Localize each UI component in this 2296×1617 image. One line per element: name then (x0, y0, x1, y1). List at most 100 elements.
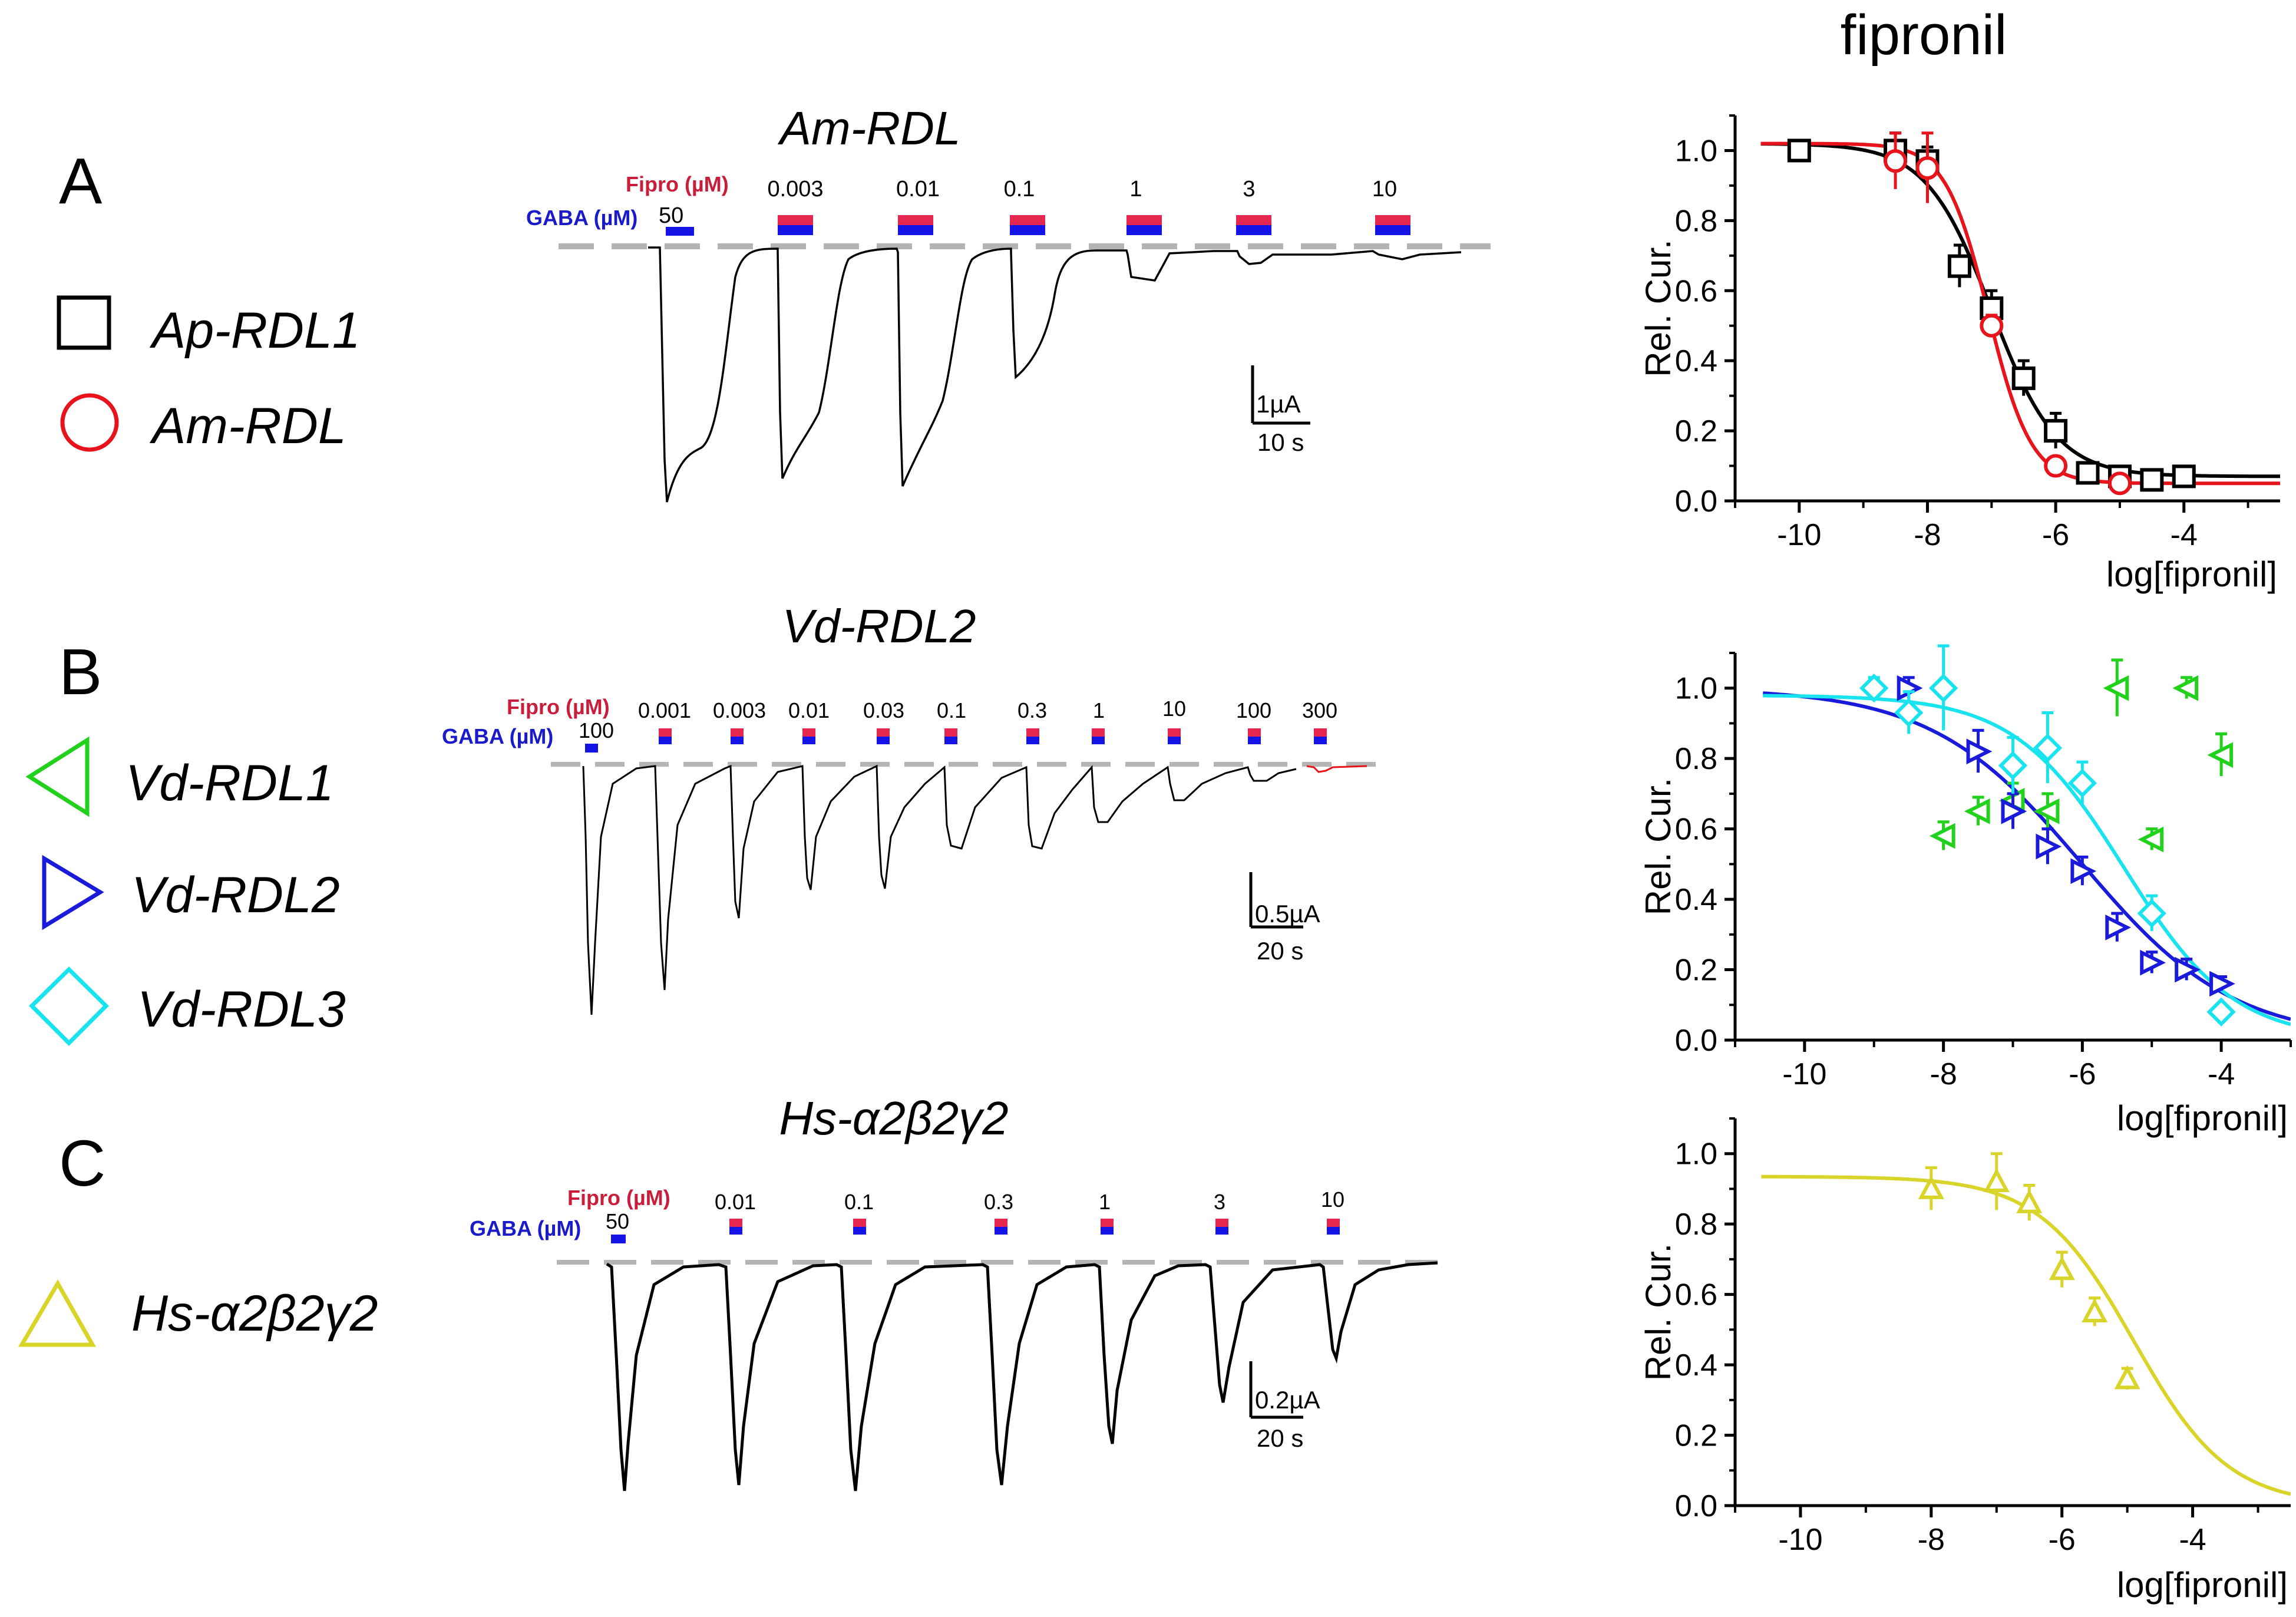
figure-title: fipronil (1841, 4, 2007, 67)
legend-label-vd-rdl2: Vd-RDL2 (131, 867, 340, 923)
data-point (1884, 149, 1908, 173)
dose-response-chart-c: 0.0 0.2 0.4 0.6 0.8 1.0 -10 -8 -6 -4 log[fipronil]… (1638, 1117, 2291, 1605)
conc-label-c-1: 0.1 (844, 1190, 874, 1214)
fipro-label-b: Fipro (µM) (507, 695, 610, 719)
conc-label-b-3: 0.03 (863, 698, 904, 722)
conc-label-a-4: 3 (1243, 177, 1255, 202)
y-tick-label: 0.4 (1675, 1348, 1717, 1382)
data-point (2044, 419, 2068, 443)
scale-bar-b: 0.5µA 20 s (1249, 872, 1320, 965)
data-point (2140, 949, 2166, 976)
data-point (1980, 314, 2004, 338)
data-point (2103, 675, 2129, 701)
y-tick-label: 0.2 (1675, 1419, 1717, 1453)
conc-label-c-2: 0.3 (984, 1190, 1013, 1214)
drug-bars-a (778, 215, 1410, 235)
x-tick-label: -8 (1918, 1523, 1945, 1557)
data-point (2082, 1298, 2108, 1322)
gaba-label-b: GABA (µM) (442, 724, 553, 748)
data-point (1947, 254, 1971, 278)
trace-panel-a: Fipro (µM) GABA (µM) 50 0.003 0.01 0.1 1… (526, 172, 1491, 503)
data-point (2036, 833, 2062, 860)
data-point (2001, 798, 2027, 824)
conc-label-b-8: 100 (1236, 698, 1271, 722)
trace-panel-c: Fipro (µM) GABA (µM) 50 0.01 0.1 0.3 1 3… (470, 1186, 1449, 1491)
scale-current-c: 0.2µA (1255, 1386, 1320, 1414)
conc-label-b-9: 300 (1302, 698, 1337, 722)
conc-label-c-5: 10 (1321, 1187, 1344, 1212)
legend: Ap-RDL1 Am-RDL Vd-RDL1 Vd-RDL2 Vd-RDL3 H… (18, 295, 378, 1347)
x-tick-label: -4 (2179, 1523, 2206, 1557)
y-tick-label: 0.8 (1675, 1207, 1717, 1242)
panel-letter-b: B (59, 636, 102, 708)
y-tick-label: 0.0 (1675, 1024, 1717, 1058)
x-tick-label: -8 (1914, 518, 1941, 552)
fipro-label-c: Fipro (µM) (567, 1186, 670, 1210)
y-tick-label: 0.8 (1675, 742, 1717, 776)
y-tick-label: 0.8 (1675, 204, 1717, 238)
x-tick-label: -4 (2208, 1057, 2235, 1091)
legend-label-vd-rdl3: Vd-RDL3 (137, 981, 346, 1038)
gaba-bar-c (611, 1235, 626, 1243)
data-point (2033, 798, 2060, 824)
fit-curve-ap-rdl1 (1760, 142, 2280, 478)
scale-current-a: 1µA (1256, 390, 1301, 418)
current-trace-b (582, 764, 1297, 1015)
gaba-conc-b: 100 (579, 718, 614, 742)
conc-label-c-0: 0.01 (715, 1190, 756, 1214)
data-point (1915, 156, 1940, 180)
data-point (2140, 468, 2164, 492)
x-tick-label: -8 (1930, 1057, 1957, 1091)
conc-label-b-7: 10 (1162, 697, 1186, 721)
legend-label-am-rdl: Am-RDL (149, 398, 346, 454)
legend-marker-square (57, 295, 111, 350)
y-tick-label: 1.0 (1675, 1137, 1717, 1172)
fipro-label-a: Fipro (µM) (626, 172, 729, 196)
fit-curve-hs-α2β2γ2 (1761, 1174, 2291, 1496)
trace-title-vd-rdl2: Vd-RDL2 (782, 600, 976, 652)
data-point (1787, 138, 1811, 163)
y-tick-label: 0.6 (1675, 274, 1717, 308)
conc-label-a-3: 1 (1129, 177, 1142, 202)
data-point (2175, 956, 2201, 983)
data-point (1998, 751, 2028, 780)
y-tick-label: 0.0 (1675, 484, 1717, 519)
panel-letter-c: C (59, 1127, 105, 1200)
scale-time-c: 20 s (1257, 1424, 1303, 1452)
data-point (2137, 899, 2166, 928)
data-point (1966, 738, 1993, 765)
x-axis-label: log[fipronil] (2117, 1098, 2288, 1138)
current-trace-b-final (1306, 765, 1367, 773)
conc-label-a-1: 0.01 (896, 177, 940, 202)
y-tick-label: 0.4 (1675, 344, 1717, 378)
y-tick-label: 0.6 (1675, 1278, 1717, 1312)
trace-title-am-rdl: Am-RDL (778, 102, 961, 154)
data-point (2070, 858, 2097, 885)
conc-label-b-1: 0.003 (713, 698, 766, 722)
data-point (1859, 674, 1889, 703)
scale-time-b: 20 s (1257, 937, 1303, 965)
gaba-label-c: GABA (µM) (470, 1216, 581, 1240)
conc-label-b-2: 0.01 (788, 698, 830, 722)
data-point (2049, 1256, 2075, 1281)
x-tick-label: -10 (1782, 1057, 1826, 1091)
data-point (2076, 461, 2100, 485)
y-tick-label: 1.0 (1675, 672, 1717, 706)
data-point (2067, 768, 2097, 798)
x-tick-label: -10 (1778, 1523, 1822, 1557)
x-tick-label: -10 (1777, 518, 1821, 552)
fit-curve-am-rdl (1760, 141, 2280, 486)
data-point (2105, 915, 2132, 940)
data-point (2044, 454, 2068, 478)
conc-label-b-5: 0.3 (1017, 698, 1047, 722)
conc-label-c-4: 3 (1214, 1190, 1225, 1214)
conc-label-b-6: 1 (1093, 698, 1105, 722)
x-axis-label: log[fipronil] (2106, 555, 2277, 594)
drug-bars-c (729, 1219, 1340, 1235)
dose-response-chart-a: 0.0 0.2 0.4 0.6 0.8 1.0 -10 -8 -6 -4log[fipronil]… (1638, 114, 2280, 594)
data-point (2016, 1189, 2043, 1213)
conc-label-a-0: 0.003 (767, 177, 823, 202)
current-trace-c (606, 1261, 1438, 1491)
y-tick-label: 1.0 (1675, 134, 1717, 168)
trace-title-hs: Hs-α2β2γ2 (779, 1092, 1008, 1144)
